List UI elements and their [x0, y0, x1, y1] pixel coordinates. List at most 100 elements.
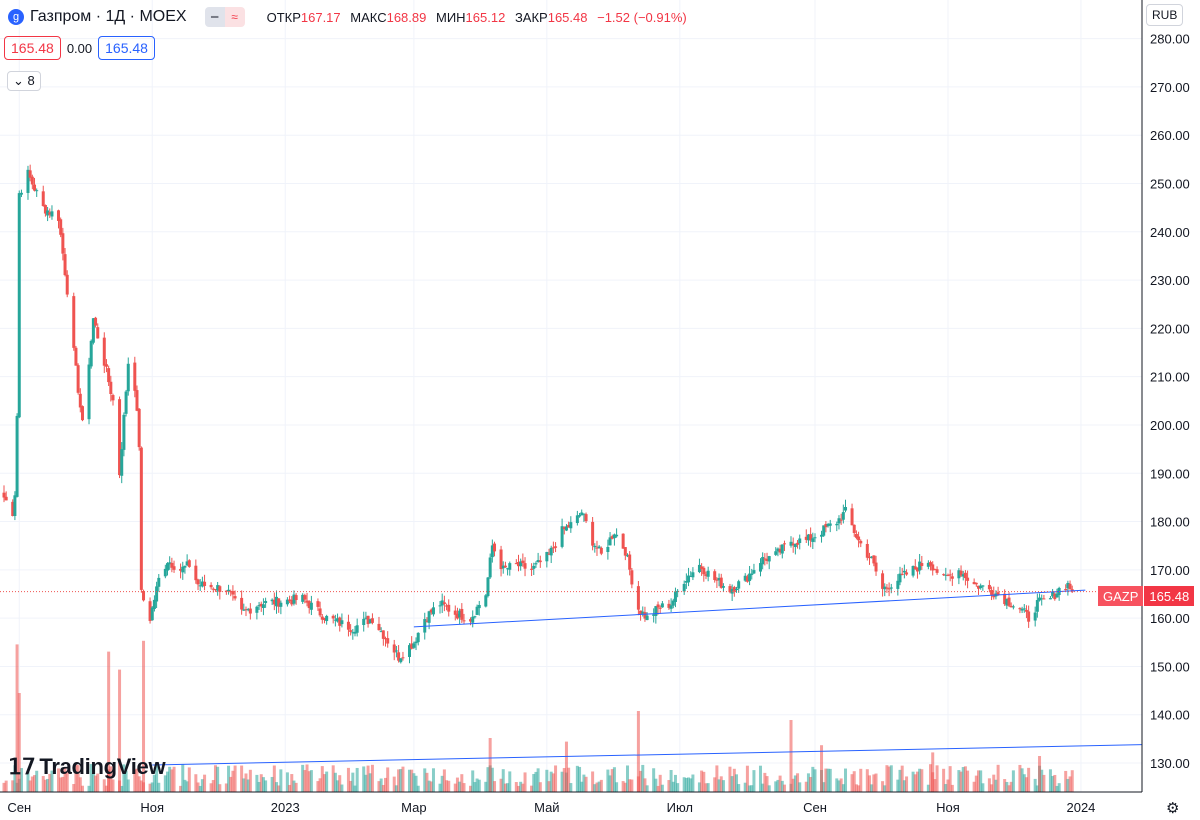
- volume-bar: [608, 775, 612, 792]
- volume-bar: [774, 781, 778, 792]
- volume-bar: [133, 769, 137, 792]
- candle-body: [719, 577, 723, 588]
- candle-body: [750, 573, 754, 575]
- y-tick-label: 150.00: [1150, 659, 1190, 674]
- candle-body: [523, 563, 527, 569]
- volume-bar: [48, 773, 52, 792]
- candle-body: [926, 562, 930, 567]
- candle-body: [80, 406, 84, 421]
- candle-body: [200, 581, 204, 587]
- candle-body: [26, 169, 30, 193]
- candle-body: [1005, 598, 1009, 606]
- volume-bar: [972, 781, 976, 792]
- volume-bar: [704, 783, 708, 792]
- candle-body: [183, 565, 187, 568]
- volume-bar: [506, 783, 510, 792]
- eye-hidden-icon[interactable]: ━: [204, 7, 225, 27]
- candle-body: [59, 219, 63, 235]
- volume-bar: [490, 767, 494, 792]
- candle-body: [584, 514, 588, 522]
- candle-body: [486, 577, 490, 597]
- y-tick-label: 270.00: [1150, 80, 1190, 95]
- candle-body: [992, 594, 996, 598]
- candle-body: [682, 583, 686, 592]
- volume-bar: [2, 782, 6, 792]
- volume-bar: [1011, 770, 1015, 792]
- candle-body: [104, 364, 108, 367]
- volume-bar: [181, 764, 185, 792]
- candle-body: [425, 620, 429, 622]
- volume-bar: [902, 780, 906, 792]
- candle-body: [458, 610, 462, 618]
- volume-bar: [290, 774, 294, 792]
- candle-body: [198, 585, 202, 587]
- candle-body: [1009, 605, 1013, 608]
- candle-body: [301, 594, 305, 602]
- candle-body: [1035, 600, 1039, 612]
- volume-bar: [1057, 783, 1061, 792]
- candle-body: [120, 449, 124, 476]
- volume-bar: [837, 780, 841, 792]
- candle-body: [793, 543, 797, 548]
- volume-bar: [109, 766, 113, 792]
- candle-body: [170, 562, 174, 568]
- candle-body: [111, 395, 115, 401]
- ticker-label: GAZP: [1098, 586, 1145, 606]
- candle-body: [990, 589, 994, 595]
- candle-body: [804, 536, 808, 540]
- volume-bar: [4, 780, 8, 792]
- volume-bar: [654, 778, 658, 792]
- candle-body: [122, 414, 126, 450]
- currency-button[interactable]: RUB: [1146, 4, 1184, 26]
- candle-body: [1011, 606, 1015, 608]
- approx-icon[interactable]: ≈: [224, 7, 245, 27]
- tradingview-logo[interactable]: 𝟣𝟩 TradingView: [8, 754, 166, 780]
- candle-body: [728, 586, 732, 593]
- candle-body: [381, 630, 385, 639]
- volume-bar: [349, 780, 353, 792]
- buy-button[interactable]: 165.48: [98, 36, 155, 60]
- candle-body: [377, 623, 381, 631]
- candle-body: [57, 210, 61, 221]
- candle-body: [963, 572, 967, 579]
- candle-body: [850, 508, 854, 526]
- candle-body: [366, 615, 370, 625]
- volume-bar: [442, 769, 446, 792]
- candle-body: [567, 524, 571, 528]
- candle-body: [484, 595, 488, 607]
- volume-bar: [427, 780, 431, 792]
- candle-body: [789, 541, 793, 546]
- volume-bar: [745, 765, 749, 792]
- volume-bar: [355, 767, 359, 792]
- candle-body: [658, 607, 662, 609]
- chevron-down-icon: ⌄: [13, 73, 24, 88]
- candle-body: [242, 609, 246, 611]
- volume-bar: [320, 766, 324, 792]
- high-label: МАКС: [350, 9, 387, 25]
- volume-bar: [660, 784, 664, 792]
- volume-bar: [841, 784, 845, 792]
- volume-bar: [346, 767, 350, 792]
- candle-body: [475, 606, 479, 615]
- candle-body: [743, 575, 747, 581]
- settings-gear-icon[interactable]: ⚙: [1166, 800, 1180, 817]
- volume-bar: [244, 773, 248, 792]
- volume-bar: [948, 766, 952, 792]
- volume-bar: [645, 785, 649, 792]
- sell-button[interactable]: 165.48: [4, 36, 61, 60]
- indicators-collapse-button[interactable]: ⌄ 8: [7, 71, 41, 91]
- candle-body: [318, 608, 322, 616]
- candle-body: [392, 644, 396, 653]
- volume-bar: [218, 784, 222, 792]
- volume-bar: [484, 781, 488, 792]
- candle-body: [1024, 609, 1028, 612]
- volume-bar: [750, 785, 754, 792]
- symbol-title[interactable]: Газпром · 1Д · MOEX: [30, 8, 187, 25]
- y-tick-label: 140.00: [1150, 708, 1190, 723]
- candle-body: [322, 617, 326, 621]
- candle-body: [737, 581, 741, 589]
- visibility-toggle-group[interactable]: ━ ≈: [204, 7, 245, 27]
- candle-body: [913, 566, 917, 570]
- candle-body: [445, 605, 449, 607]
